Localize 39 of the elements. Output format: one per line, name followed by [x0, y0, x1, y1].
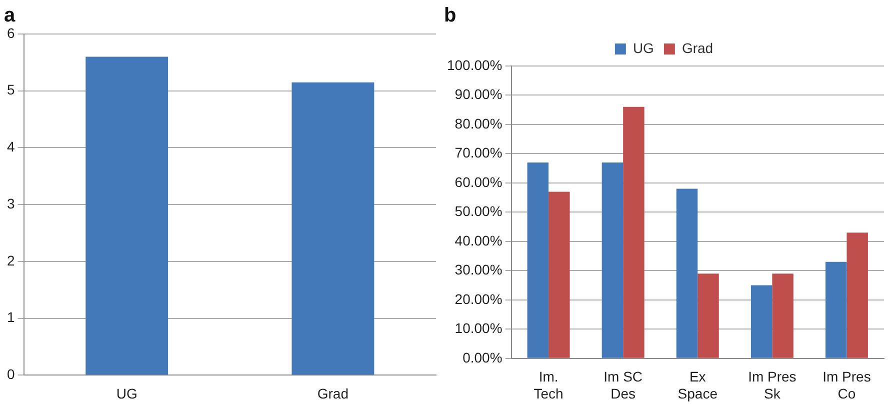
bar	[548, 192, 570, 358]
bar	[623, 106, 644, 358]
x-tick-label: Im. Tech	[534, 368, 564, 402]
chart-title: b	[444, 4, 456, 27]
y-tick-label: 5	[6, 82, 15, 98]
chart-title: a	[4, 4, 16, 27]
y-tick-label: 70.00%	[454, 144, 502, 161]
bar	[825, 262, 847, 358]
y-tick-label: 0	[6, 366, 15, 382]
bar	[602, 162, 624, 358]
y-tick-label: 60.00%	[454, 174, 502, 190]
y-tick-label: 10.00%	[454, 320, 502, 336]
x-tick-label: Im SC Des	[604, 368, 643, 402]
y-tick-label: 90.00%	[454, 86, 502, 102]
x-tick-label: Ex Space	[678, 368, 718, 402]
y-tick-label: 1	[6, 309, 15, 326]
bar	[676, 188, 698, 358]
y-tick-label: 30.00%	[454, 262, 502, 278]
y-tick-label: 20.00%	[454, 290, 502, 307]
y-tick-label: 2	[6, 252, 15, 268]
legend-label: Grad	[682, 40, 714, 56]
x-tick-label: Im Pres Co	[822, 368, 871, 402]
y-tick-label: 80.00%	[454, 115, 502, 132]
x-tick-label: Im Pres Sk	[748, 368, 796, 402]
y-tick-label: 6	[6, 24, 15, 41]
y-tick-label: 40.00%	[454, 232, 502, 248]
bar	[527, 162, 549, 358]
y-tick-label: 4	[6, 138, 15, 155]
x-tick-label: Grad	[317, 385, 349, 402]
bar	[750, 285, 772, 358]
legend-label: UG	[632, 40, 654, 56]
y-tick-label: 50.00%	[454, 203, 502, 220]
bar	[698, 274, 719, 358]
bar	[772, 274, 794, 358]
y-tick-label: 100.00%	[446, 56, 502, 73]
y-tick-label: 3	[6, 195, 15, 212]
y-tick-label: 0.00%	[462, 349, 502, 366]
x-tick-label: UG	[116, 385, 138, 402]
bar	[846, 232, 868, 358]
